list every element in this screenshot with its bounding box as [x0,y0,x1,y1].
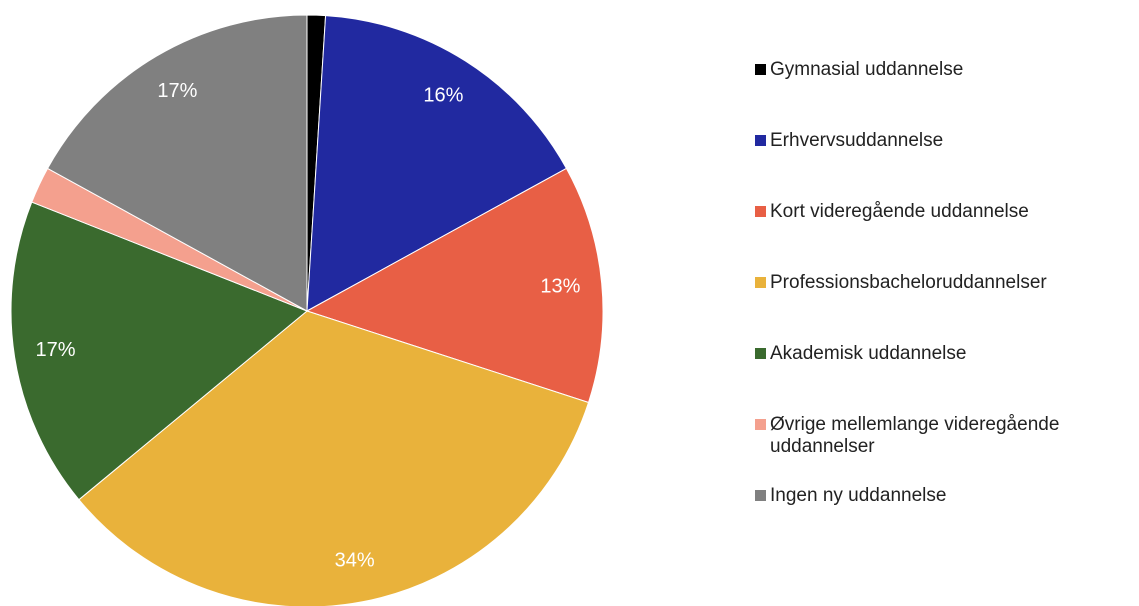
legend-item: Kort videregående uddannelse [755,201,1135,223]
legend-label: Akademisk uddannelse [770,343,967,364]
legend-item: Ingen ny uddannelse [755,485,1135,507]
legend-swatch [755,348,766,359]
legend-item: Gymnasial uddannelse [755,59,1135,81]
legend-label: Professionsbacheloruddannelser [770,272,1047,293]
data-label: 17% [36,339,76,361]
legend-item: Professionsbacheloruddannelser [755,272,1135,294]
data-label: 34% [335,549,375,571]
pie-slice [306,15,568,312]
legend-item: Erhvervsuddannelse [755,130,1135,152]
data-label: 17% [157,80,197,102]
legend-swatch [755,135,766,146]
legend-swatch [755,64,766,75]
legend-swatch [755,277,766,288]
legend-swatch [755,206,766,217]
legend-swatch [755,419,766,430]
legend-label: Øvrige mellemlange videregående uddannel… [770,414,1060,457]
data-label: 16% [423,84,463,106]
pie-slice [78,310,590,606]
legend-item: Øvrige mellemlange videregående uddannel… [755,414,1135,458]
data-label: 13% [540,275,580,297]
pie-slice [10,201,308,501]
legend-item: Akademisk uddannelse [755,343,1135,365]
legend-swatch [755,490,766,501]
legend-label: Erhvervsuddannelse [770,130,944,151]
legend-label: Kort videregående uddannelse [770,201,1029,222]
pie-slice [46,14,308,312]
legend-label: Gymnasial uddannelse [770,59,964,80]
legend-label: Ingen ny uddannelse [770,485,947,506]
pie-slice [305,167,604,404]
